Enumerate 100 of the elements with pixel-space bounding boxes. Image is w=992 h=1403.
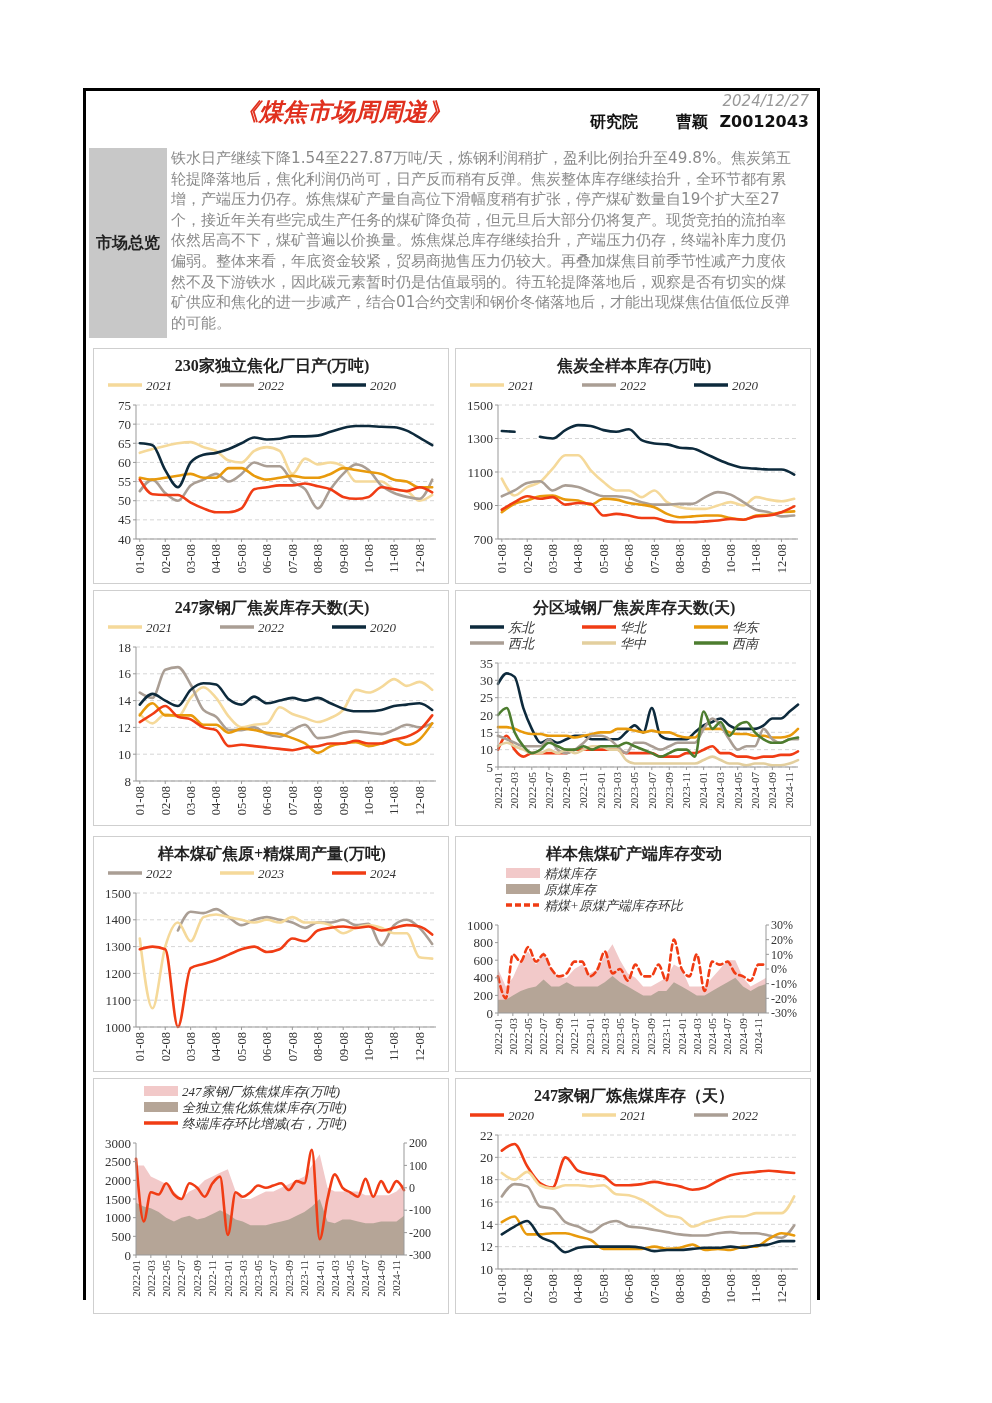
x-tick-label: 07-08 — [285, 1032, 300, 1062]
x-tick-label: 07-08 — [647, 544, 662, 574]
chart-title: 样本煤矿焦原+精煤周产量(万吨) — [157, 845, 386, 863]
x-tick-label: 2023-11 — [660, 1018, 673, 1055]
legend-label: 2024 — [370, 865, 397, 881]
y-tick-label: 5 — [486, 759, 493, 775]
x-tick-label: 2022-05 — [160, 1259, 173, 1297]
x-tick-label: 01-08 — [133, 544, 148, 574]
x-tick-label: 01-08 — [133, 786, 148, 816]
y-tick-label: 55 — [118, 474, 131, 490]
x-tick-label: 2023-07 — [629, 1017, 642, 1055]
chart-title: 247家钢厂炼焦煤库存（天） — [534, 1086, 734, 1105]
text: 市场总览 — [89, 148, 167, 338]
legend-label: 华东 — [732, 619, 760, 635]
x-tick-label: 12-08 — [412, 544, 427, 574]
y-tick-label: 16 — [118, 666, 132, 682]
x-tick-label: 04-08 — [209, 786, 224, 816]
y2-tick-label: -20% — [771, 991, 797, 1006]
line-series — [500, 1142, 796, 1192]
y-tick-label: 1400 — [105, 912, 131, 928]
x-tick-label: 2024-03 — [714, 771, 727, 809]
x-tick-label: 2024-05 — [344, 1259, 356, 1297]
x-tick-label: 11-08 — [387, 1032, 402, 1061]
x-tick-label: 03-08 — [546, 1274, 561, 1304]
x-tick-label: 01-08 — [133, 1032, 148, 1062]
x-tick-label: 2022-03 — [144, 1259, 157, 1297]
x-tick-label: 12-08 — [412, 786, 427, 816]
y-tick-label: 3000 — [105, 1135, 131, 1151]
legend-label: 2021 — [620, 1107, 646, 1123]
x-tick-label: 2023-01 — [221, 1260, 234, 1297]
x-tick-label: 06-08 — [260, 544, 275, 574]
x-tick-label: 2022-11 — [577, 772, 590, 809]
x-tick-label: 09-08 — [336, 544, 351, 574]
y-tick-label: 16 — [480, 1194, 494, 1210]
y-tick-label: 12 — [118, 719, 131, 735]
x-tick-label: 2023-09 — [663, 771, 676, 809]
y2-tick-label: -10% — [771, 976, 797, 991]
line-series — [134, 1148, 406, 1241]
y-tick-label: 500 — [111, 1228, 131, 1244]
y-tick-label: 1000 — [105, 1019, 131, 1035]
legend-label: 2021 — [146, 619, 172, 635]
x-tick-label: 03-08 — [184, 1032, 199, 1062]
text: 2024/12/27 — [722, 92, 809, 110]
chart-title: 230家独立焦化厂日产(万吨) — [174, 356, 370, 375]
x-tick-label: 10-08 — [724, 1274, 738, 1304]
x-tick-label: 2022-05 — [522, 1017, 535, 1055]
x-tick-label: 01-08 — [495, 1274, 510, 1304]
y-tick-label: 10 — [118, 746, 131, 762]
x-tick-label: 05-08 — [234, 1032, 249, 1062]
y-tick-label: 1500 — [105, 1191, 131, 1207]
x-tick-label: 2023-03 — [236, 1259, 249, 1297]
x-tick-label: 2024-01 — [675, 1018, 688, 1055]
x-tick-label: 2024-07 — [748, 771, 761, 809]
x-tick-label: 2024-11 — [752, 1018, 765, 1055]
y2-tick-label: -30% — [771, 1006, 797, 1021]
x-tick-label: 2022-01 — [491, 772, 504, 809]
text: 曹颖 Z0012043 — [676, 112, 809, 133]
line-series — [138, 424, 434, 489]
y-tick-label: 900 — [473, 498, 493, 514]
y-tick-label: 1200 — [105, 965, 131, 981]
y-tick-label: 1500 — [467, 397, 493, 413]
x-tick-label: 2023-05 — [628, 771, 641, 809]
legend-label: 华北 — [620, 619, 648, 635]
chart-title: 分区域钢厂焦炭库存天数(天) — [531, 599, 736, 617]
x-tick-label: 04-08 — [209, 1032, 224, 1062]
x-tick-label: 09-08 — [698, 1274, 713, 1304]
y-tick-label: 200 — [473, 987, 493, 1003]
line-series — [500, 1182, 796, 1240]
line-series — [500, 479, 796, 518]
legend-label: 精煤+原煤产端库存环比 — [544, 897, 684, 913]
y-tick-label: 25 — [480, 690, 493, 706]
y-tick-label: 1100 — [105, 992, 131, 1008]
chart-title: 247家钢厂焦炭库存天数(天) — [174, 598, 370, 617]
x-tick-label: 2022-07 — [542, 771, 555, 809]
x-tick-label: 2022-09 — [560, 771, 573, 809]
y-tick-label: 1100 — [467, 464, 493, 480]
x-tick-label: 02-08 — [158, 786, 173, 816]
legend-label: 2021 — [508, 377, 534, 393]
x-tick-label: 06-08 — [260, 1032, 275, 1062]
x-tick-label: 10-08 — [362, 1032, 376, 1062]
y-tick-label: 22 — [480, 1127, 493, 1143]
line-series — [138, 677, 434, 729]
y-tick-label: 1500 — [105, 885, 131, 901]
x-tick-label: 2022-03 — [508, 771, 521, 809]
x-tick-label: 2024-07 — [359, 1259, 372, 1297]
y-tick-label: 35 — [480, 655, 493, 671]
x-tick-label: 07-08 — [285, 786, 300, 816]
x-tick-label: 03-08 — [184, 544, 199, 574]
line-series — [138, 466, 434, 489]
y-tick-label: 700 — [473, 531, 493, 547]
x-tick-label: 2024-03 — [690, 1017, 703, 1055]
x-tick-label: 04-08 — [571, 1274, 586, 1304]
x-tick-label: 2024-05 — [706, 1017, 718, 1055]
legend-label: 247家钢厂炼焦煤库存(万吨) — [182, 1083, 341, 1099]
x-tick-label: 04-08 — [571, 544, 586, 574]
line-series — [496, 706, 800, 758]
x-tick-label: 2023-01 — [583, 1018, 596, 1055]
y2-tick-label: 0 — [409, 1181, 415, 1195]
x-tick-label: 05-08 — [596, 1274, 611, 1304]
legend-label: 西北 — [508, 635, 536, 651]
